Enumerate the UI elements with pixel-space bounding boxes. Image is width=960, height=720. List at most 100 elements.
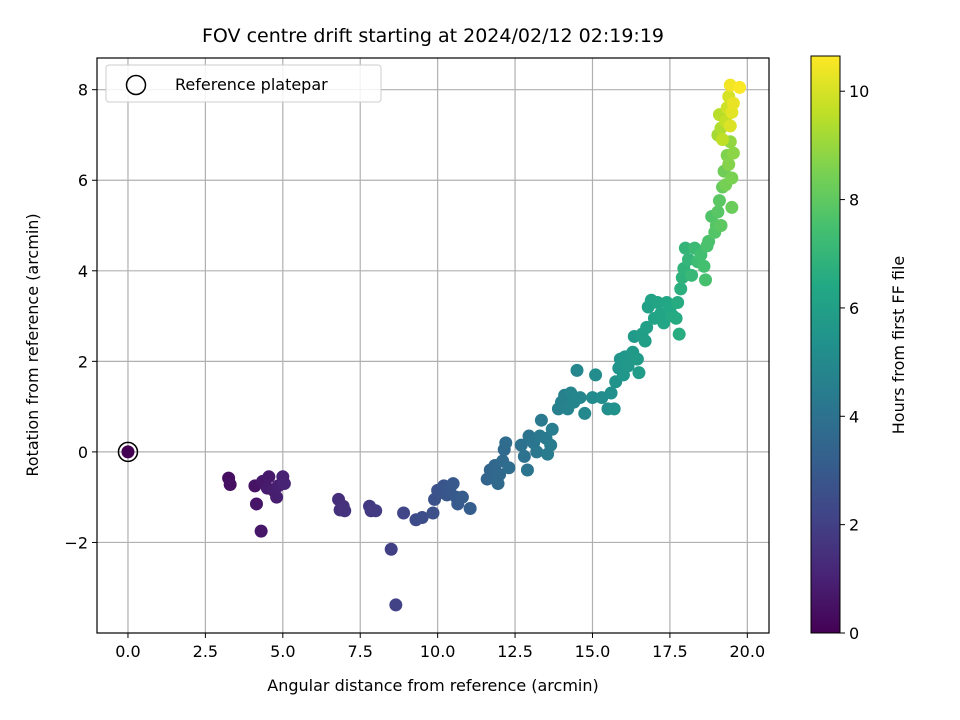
y-axis-ticks: −2 0 2 4 6 8 [64,81,97,552]
data-point [270,490,284,504]
data-point [699,273,713,287]
x-tick-label: 20.0 [730,642,766,661]
x-tick-label: 2.5 [193,642,218,661]
y-tick-label: −2 [64,533,88,552]
data-point [415,511,429,525]
legend-entry-reference-platepar: Reference platepar [175,75,328,94]
data-point [716,132,730,146]
legend: Reference platepar [105,64,382,103]
colorbar-tick-label: 2 [849,516,859,535]
data-point [674,282,688,296]
data-point [726,96,740,110]
data-point [369,504,383,518]
data-point [534,413,548,427]
data-point [621,359,635,373]
data-point [669,311,683,325]
plot-frame [96,57,770,634]
colorbar-tick-label: 10 [849,82,869,101]
x-tick-label: 15.0 [575,642,611,661]
x-tick-label: 10.0 [420,642,456,661]
x-axis-label: Angular distance from reference (arcmin) [267,676,598,695]
data-point [389,598,403,612]
chart-title: FOV centre drift starting at 2024/02/12 … [202,25,664,47]
legend-marker-icon [125,74,147,96]
data-point [725,171,739,185]
data-point [651,295,665,309]
x-gridlines [127,58,748,633]
colorbar-tick-label: 6 [849,299,859,318]
scatter-points [121,78,747,612]
colorbar-ticks: 0 2 4 6 8 10 [840,82,869,643]
data-point [573,391,587,405]
data-point [725,200,739,214]
y-tick-label: 0 [78,443,88,462]
data-point [712,194,726,208]
data-point [685,268,699,282]
data-point [589,368,603,382]
data-point [499,436,513,450]
colorbar-tick-label: 4 [849,407,859,426]
data-point [121,445,135,459]
data-point [426,506,440,520]
data-point [277,477,291,491]
data-point [723,119,737,133]
data-point [702,234,716,248]
data-point [672,327,686,341]
x-tick-label: 0.0 [115,642,140,661]
data-point [455,490,469,504]
data-point [520,463,534,477]
legend-box [105,64,382,103]
data-point [446,477,460,491]
data-point [254,524,268,538]
x-tick-label: 5.0 [270,642,295,661]
data-point [604,386,618,400]
data-point [726,146,740,160]
data-point [545,422,559,436]
data-point [697,259,711,273]
data-point [517,449,531,463]
data-point [638,334,652,348]
data-point [640,320,654,334]
data-point [714,219,728,233]
y-tick-label: 8 [78,81,88,100]
y-axis-label: Rotation from reference (arcmin) [23,213,42,476]
data-point [722,157,736,171]
data-point [514,438,528,452]
y-gridlines [97,89,769,544]
x-axis-ticks: 0.0 2.5 5.0 7.5 10.0 12.5 15.0 17.5 20.0 [115,633,765,661]
data-point [397,506,411,520]
data-point [544,438,558,452]
data-point [493,468,507,482]
y-tick-label: 4 [78,262,88,281]
data-point [694,248,708,262]
data-point [711,205,725,219]
data-point [463,501,477,515]
data-point [578,406,592,420]
data-point [585,391,599,405]
x-tick-label: 17.5 [652,642,688,661]
data-point [530,445,544,459]
data-point [262,470,276,484]
data-point [502,461,516,475]
colorbar-gradient [810,55,841,634]
data-point [657,316,671,330]
data-point [671,295,685,309]
colorbar: 0 2 4 6 8 10 Hours from first FF file [810,55,908,643]
colorbar-label: Hours from first FF file [889,256,908,435]
y-tick-label: 2 [78,352,88,371]
x-tick-label: 12.5 [497,642,533,661]
data-point [678,241,692,255]
data-point [249,497,263,511]
data-point [630,352,644,366]
data-point [570,363,584,377]
reference-platepar-marker [117,441,139,463]
data-point [338,504,352,518]
data-point [733,80,747,94]
data-point [607,402,621,416]
data-point [384,542,398,556]
colorbar-tick-label: 0 [849,624,859,643]
reference-point-ring [117,441,139,463]
data-point [632,366,646,380]
y-tick-label: 6 [78,171,88,190]
